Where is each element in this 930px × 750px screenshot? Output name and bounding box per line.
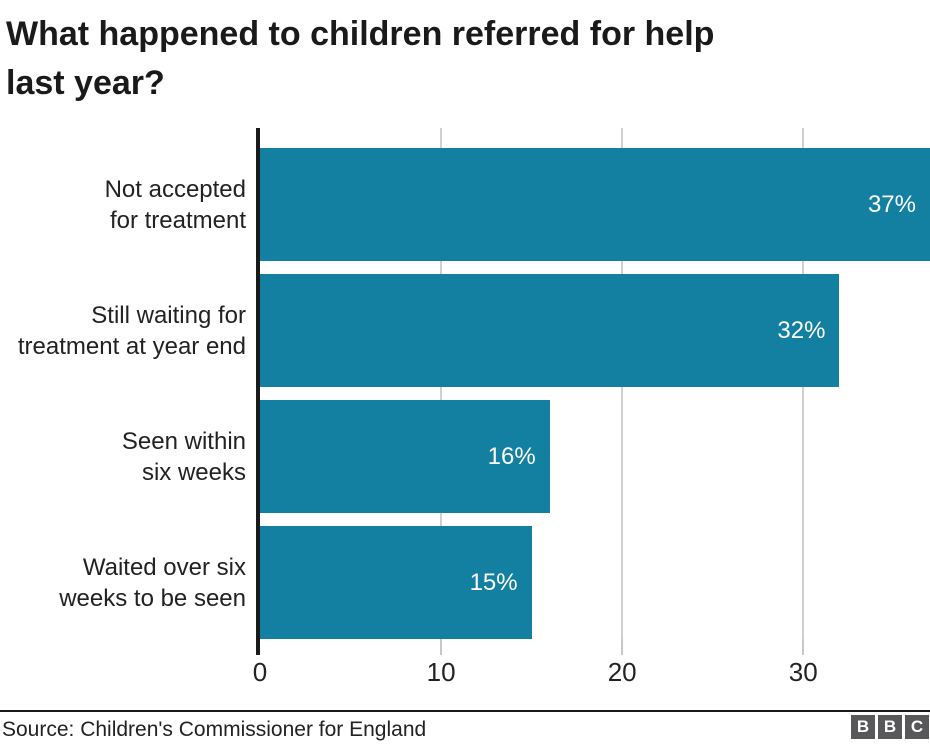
value-label: 16% <box>487 442 536 470</box>
bar-row: Seen within six weeks 16% <box>0 400 930 513</box>
bar-track: 32% <box>260 274 930 387</box>
bar-chart: Not accepted for treatment 37% Still waiti… <box>0 128 930 687</box>
bar-3: 16% <box>260 400 550 513</box>
bar-1: 37% <box>260 148 930 261</box>
category-label: Still waiting for treatment at year end <box>17 301 246 360</box>
bar-rows: Not accepted for treatment 37% Still waiti… <box>0 148 930 652</box>
bbc-logo-block: C <box>905 715 929 739</box>
bbc-logo-block: B <box>851 715 875 739</box>
tick-label-20: 20 <box>607 657 637 687</box>
bbc-logo-block: B <box>878 715 902 739</box>
footer-divider <box>0 710 930 712</box>
value-label: 15% <box>469 568 518 596</box>
bar-4: 15% <box>260 526 532 639</box>
category-label: Seen within six weeks <box>121 427 246 486</box>
x-axis-tick-labels: 0 10 20 30 <box>253 657 930 689</box>
category-label: Not accepted for treatment <box>104 175 246 234</box>
chart-title: What happened to children referred for h… <box>6 15 715 102</box>
axis-tick-20 <box>621 639 624 655</box>
y-axis-line <box>256 128 260 655</box>
bar-2: 32% <box>260 274 840 387</box>
axis-tick-10 <box>440 639 443 655</box>
category-label: Waited over six weeks to be seen <box>59 553 246 612</box>
bar-track: 16% <box>260 400 930 513</box>
value-label: 32% <box>777 316 826 344</box>
tick-label-0: 0 <box>252 657 268 687</box>
bar-row: Still waiting for treatment at year end 3… <box>0 274 930 387</box>
axis-tick-30 <box>802 639 805 655</box>
tick-label-10: 10 <box>426 657 456 687</box>
value-label: 37% <box>867 190 916 218</box>
bar-track: 37% <box>260 148 930 261</box>
bar-track: 15% <box>260 526 930 639</box>
bar-row: Waited over six weeks to be seen 15% <box>0 526 930 639</box>
tick-label-30: 30 <box>788 657 818 687</box>
bar-row: Not accepted for treatment 37% <box>0 148 930 261</box>
x-axis-ticks <box>260 639 930 655</box>
source-text: Source: Children's Commissioner for Engl… <box>2 718 427 741</box>
